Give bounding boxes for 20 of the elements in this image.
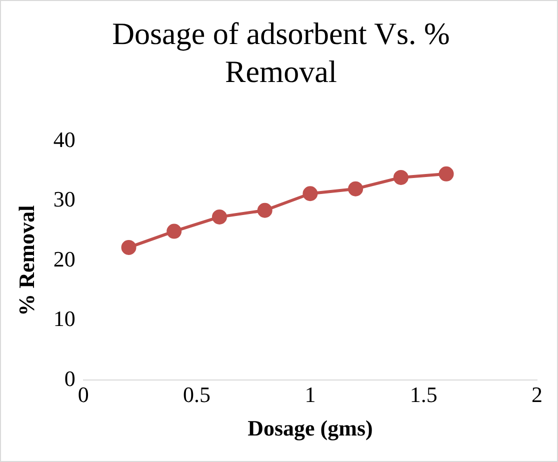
point — [348, 181, 364, 196]
chart-title: Dosage of adsorbent Vs. % Removal — [111, 15, 451, 91]
y-tick-label: 0 — [64, 366, 76, 391]
x-axis-title: Dosage (gms) — [248, 415, 373, 440]
point — [166, 224, 182, 239]
y-tick-label: 30 — [53, 186, 76, 212]
point — [212, 209, 227, 224]
y-tick-label: 40 — [53, 126, 76, 152]
point — [393, 170, 408, 185]
point — [121, 240, 136, 255]
point — [257, 202, 272, 218]
y-tick-label: 10 — [53, 306, 76, 332]
y-tick-label: 20 — [53, 246, 76, 272]
y-axis-title: % Removal — [14, 205, 39, 316]
x-tick-label: 2 — [532, 382, 542, 408]
point — [438, 166, 454, 182]
x-tick-label: 0.5 — [183, 382, 211, 408]
x-tick-label: 1 — [304, 382, 316, 408]
point — [302, 186, 318, 202]
x-tick-label: 1.5 — [410, 382, 438, 408]
